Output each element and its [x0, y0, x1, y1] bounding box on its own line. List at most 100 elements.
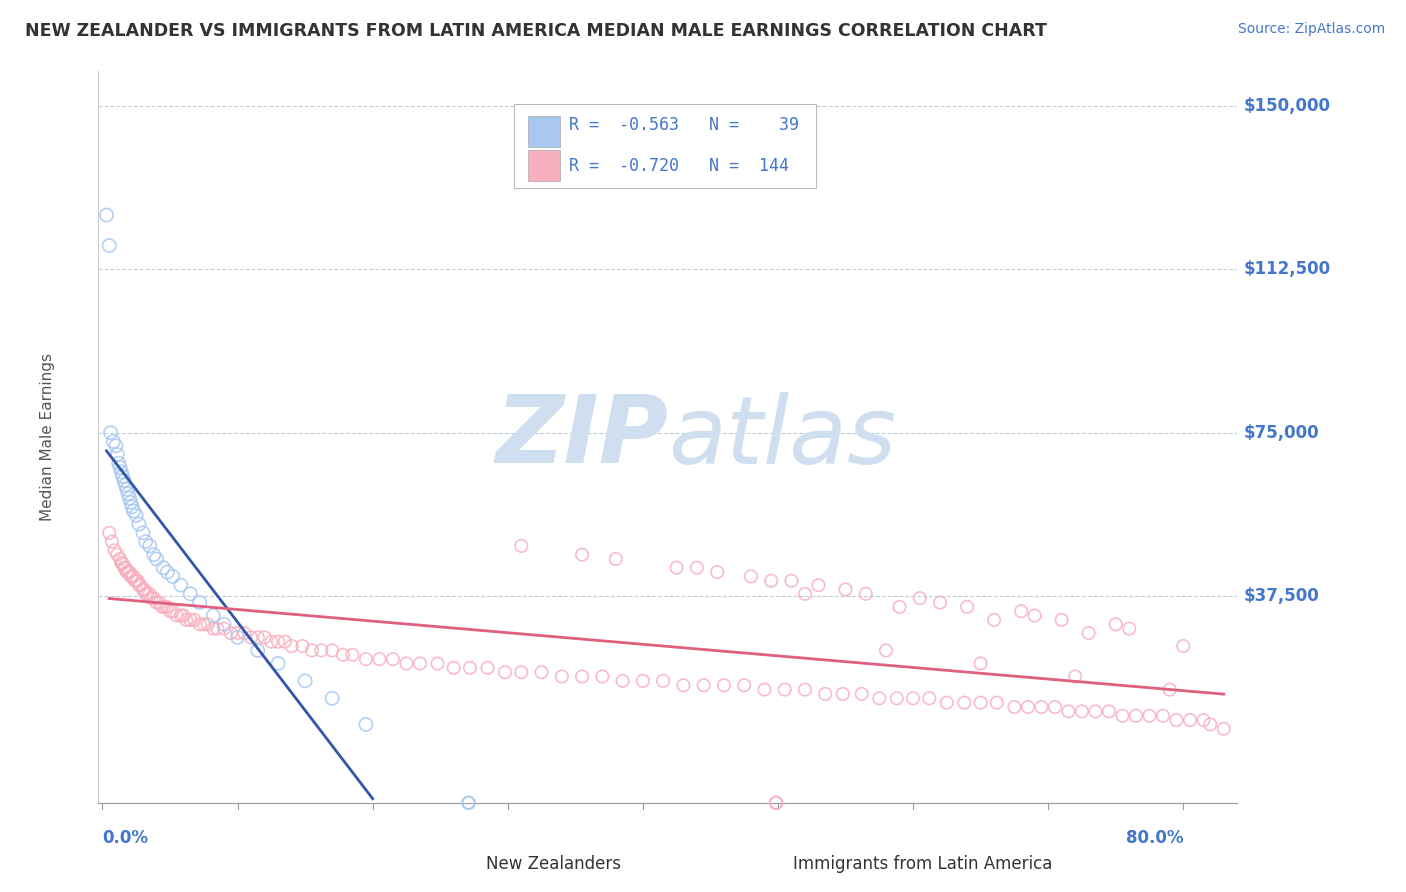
Point	[1084, 705, 1107, 719]
Point	[142, 548, 165, 562]
Point	[868, 691, 890, 706]
Point	[754, 682, 776, 697]
FancyBboxPatch shape	[515, 104, 815, 188]
Point	[145, 552, 167, 566]
Point	[246, 631, 269, 645]
Point	[139, 587, 162, 601]
Point	[692, 678, 714, 692]
Point	[122, 569, 145, 583]
Point	[111, 557, 134, 571]
Point	[240, 631, 263, 645]
Point	[1064, 669, 1087, 683]
Point	[202, 608, 225, 623]
Point	[1002, 700, 1025, 714]
Point	[510, 539, 533, 553]
Point	[612, 673, 634, 688]
Point	[179, 613, 201, 627]
Point	[117, 486, 139, 500]
Point	[1024, 608, 1046, 623]
Text: R =  -0.720   N =  144: R = -0.720 N = 144	[569, 158, 789, 176]
Point	[118, 565, 141, 579]
Point	[166, 608, 188, 623]
Point	[311, 643, 333, 657]
Point	[855, 587, 877, 601]
Point	[1152, 708, 1174, 723]
Point	[115, 483, 138, 497]
Point	[115, 565, 138, 579]
Point	[280, 639, 302, 653]
Point	[96, 208, 118, 222]
Point	[110, 465, 132, 479]
Point	[713, 678, 735, 692]
Point	[112, 474, 135, 488]
Point	[246, 643, 269, 657]
Text: Source: ZipAtlas.com: Source: ZipAtlas.com	[1237, 22, 1385, 37]
Point	[321, 691, 343, 706]
Point	[814, 687, 837, 701]
Point	[129, 578, 152, 592]
Point	[132, 525, 155, 540]
Point	[571, 548, 593, 562]
Point	[1050, 613, 1073, 627]
Point	[294, 673, 316, 688]
Point	[381, 652, 404, 666]
Point	[1212, 722, 1234, 736]
Point	[127, 574, 149, 588]
Point	[953, 696, 976, 710]
Bar	[527, 151, 560, 181]
Point	[935, 696, 957, 710]
Point	[1031, 700, 1053, 714]
Point	[672, 678, 695, 692]
Point	[98, 238, 121, 252]
Text: ZIP: ZIP	[495, 391, 668, 483]
Point	[1105, 617, 1128, 632]
Point	[986, 696, 1008, 710]
Point	[148, 595, 170, 609]
Point	[301, 643, 323, 657]
Text: 80.0%: 80.0%	[1126, 829, 1184, 847]
Point	[1118, 622, 1140, 636]
Point	[886, 691, 908, 706]
Point	[120, 569, 142, 583]
Point	[530, 665, 553, 680]
Point	[253, 631, 276, 645]
Point	[551, 669, 574, 683]
Point	[132, 582, 155, 597]
Point	[605, 552, 627, 566]
Point	[104, 543, 127, 558]
Point	[108, 552, 131, 566]
Point	[291, 639, 314, 653]
Point	[139, 591, 162, 606]
Point	[120, 495, 142, 509]
Point	[188, 617, 211, 632]
Point	[156, 565, 179, 579]
Point	[162, 604, 184, 618]
Point	[124, 574, 146, 588]
Point	[114, 560, 136, 574]
Point	[1098, 705, 1121, 719]
Point	[274, 634, 297, 648]
Point	[368, 652, 391, 666]
Point	[98, 525, 121, 540]
Point	[156, 599, 179, 614]
Point	[686, 560, 709, 574]
Point	[706, 565, 728, 579]
Point	[170, 578, 193, 592]
Point	[321, 643, 343, 657]
Point	[139, 539, 162, 553]
Point	[591, 669, 613, 683]
Point	[267, 634, 290, 648]
Point	[233, 626, 256, 640]
Point	[121, 569, 143, 583]
Point	[1178, 713, 1201, 727]
Point	[652, 673, 675, 688]
Point	[896, 752, 918, 766]
Point	[101, 534, 124, 549]
Point	[267, 657, 290, 671]
Point	[426, 657, 449, 671]
Point	[740, 569, 762, 583]
Point	[851, 687, 873, 701]
Point	[1043, 700, 1066, 714]
Point	[665, 560, 688, 574]
Point	[1199, 717, 1222, 731]
